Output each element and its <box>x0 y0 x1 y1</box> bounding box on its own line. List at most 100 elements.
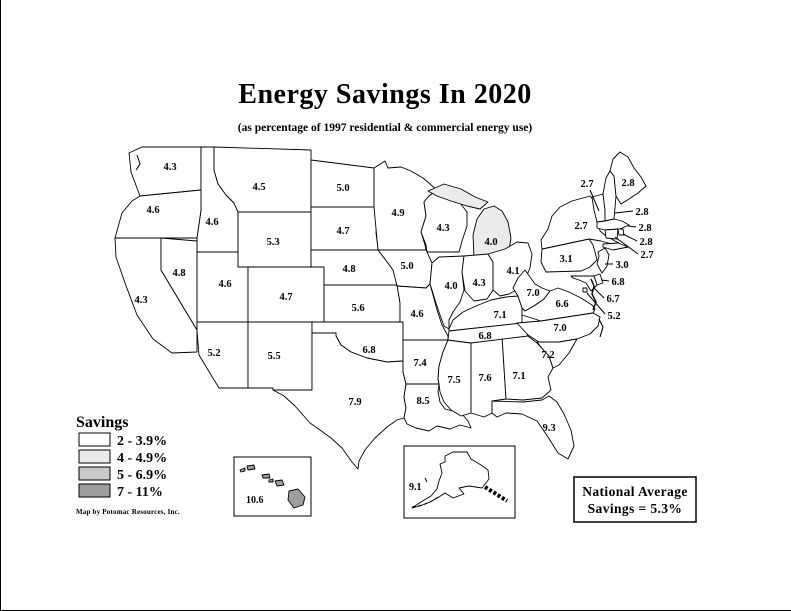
legend-label-5-6.9: 5 - 6.9% <box>117 468 167 483</box>
legend-label-7-11: 7 - 11% <box>117 485 163 500</box>
leader-line-maryland <box>593 287 605 299</box>
callout-label-new-jersey: 3.0 <box>615 260 628 271</box>
legend-title: Savings <box>76 414 128 431</box>
callout-label-massachusetts: 2.8 <box>638 223 651 234</box>
national-average-border <box>573 476 697 523</box>
state-hawaii <box>239 464 306 509</box>
state-label-virginia: 6.6 <box>555 299 568 310</box>
state-label-south-carolina: 7.2 <box>541 350 554 361</box>
state-label-idaho: 4.6 <box>205 217 218 228</box>
state-district-of-columbia <box>582 287 588 293</box>
state-label-arizona: 5.2 <box>207 348 220 359</box>
state-georgia <box>501 332 554 401</box>
legend-label-2-3.9: 2 - 3.9% <box>117 434 167 449</box>
state-label-alabama: 7.6 <box>478 373 491 384</box>
hawaii-island-oahu <box>246 464 256 471</box>
callout-label-maryland: 6.7 <box>606 294 619 305</box>
states-layer <box>114 146 647 470</box>
legend-swatch-5-6.9 <box>78 466 111 481</box>
hawaii-island-lanai <box>268 478 274 483</box>
callout-label-connecticut: 2.7 <box>640 250 653 261</box>
alaska-inset: 9.1 <box>403 445 516 519</box>
hawaii-island-maui <box>274 479 285 487</box>
michigan-upper-peninsula <box>427 183 489 210</box>
state-label-georgia: 7.1 <box>512 371 525 382</box>
alaska-inset-box <box>403 445 516 519</box>
hawaii-island-big-island <box>287 488 306 509</box>
state-massachusetts <box>596 218 630 231</box>
credit-line: Map by Potomac Resources, Inc. <box>76 508 180 516</box>
state-label-california: 4.3 <box>134 295 147 306</box>
state-texas <box>272 332 407 470</box>
state-label-washington: 4.3 <box>163 162 176 173</box>
state-alaska <box>411 451 490 509</box>
callouts-layer: 2.7 2.8 2.8 2.8 2.7 3.0 6.8 6.7 5.2 <box>580 179 653 322</box>
leader-line-rhode-island <box>622 233 638 242</box>
state-pennsylvania <box>540 238 598 273</box>
callout-label-rhode-island: 2.8 <box>639 237 652 248</box>
leader-line-connecticut <box>614 236 639 255</box>
state-label-nebraska: 4.8 <box>342 264 355 275</box>
state-labels-layer: 4.3 4.6 4.3 4.8 4.6 4.5 5.3 4.6 4.7 5.2 … <box>134 162 634 434</box>
state-label-colorado: 4.7 <box>279 292 292 303</box>
state-michigan <box>427 183 512 260</box>
state-new-jersey <box>596 247 610 274</box>
national-average-box: National Average Savings = 5.3% <box>573 476 697 523</box>
state-label-oklahoma: 6.8 <box>362 345 375 356</box>
leader-line-massachusetts <box>627 225 637 228</box>
state-label-maine: 2.8 <box>621 178 634 189</box>
state-label-michigan: 4.0 <box>484 237 497 248</box>
leader-line-new-hampshire <box>614 210 634 214</box>
state-label-texas: 7.9 <box>348 397 361 408</box>
state-arizona <box>196 321 249 389</box>
page-title: Energy Savings In 2020 <box>238 79 531 110</box>
state-maryland <box>570 275 598 292</box>
state-label-kentucky: 7.1 <box>493 310 506 321</box>
aleutian-islands <box>409 496 439 508</box>
state-label-new-york: 2.7 <box>574 221 587 232</box>
legend: Savings 2 - 3.9% 4 - 4.9% 5 - 6.9% 7 - 1… <box>76 414 180 516</box>
state-label-mississippi: 7.5 <box>447 375 460 386</box>
national-average-line2: Savings = 5.3% <box>588 501 683 516</box>
state-label-missouri: 4.6 <box>410 309 423 320</box>
state-label-west-virginia: 7.0 <box>526 288 539 299</box>
page-subtitle: (as percentage of 1997 residential & com… <box>238 122 533 134</box>
state-label-tennessee: 6.8 <box>478 331 491 342</box>
state-tennessee <box>447 322 529 344</box>
alaska-panhandle <box>483 485 509 503</box>
state-label-hawaii: 10.6 <box>246 495 264 506</box>
state-label-louisiana: 8.5 <box>416 396 429 407</box>
state-florida <box>491 395 575 460</box>
legend-swatch-2-3.9 <box>78 432 111 447</box>
leader-line-district-of-columbia <box>586 292 606 315</box>
chesapeake-bay-detail <box>590 278 597 311</box>
callout-label-district-of-columbia: 5.2 <box>607 311 620 322</box>
leader-line-vermont <box>589 189 600 212</box>
state-south-carolina <box>536 338 578 369</box>
alaska-island-tick <box>424 477 428 483</box>
state-label-wisconsin: 4.3 <box>436 223 449 234</box>
state-label-utah: 4.6 <box>218 279 231 290</box>
hawaii-inset: 10.6 <box>233 456 312 517</box>
state-label-north-carolina: 7.0 <box>553 323 566 334</box>
state-label-wyoming: 5.3 <box>266 237 279 248</box>
outer-banks-detail <box>598 318 604 338</box>
state-label-arkansas: 7.4 <box>413 358 427 369</box>
state-louisiana <box>403 383 472 432</box>
legend-swatch-4-4.9 <box>78 449 111 464</box>
legend-swatch-7-11 <box>78 483 111 498</box>
state-label-pennsylvania: 3.1 <box>559 254 572 265</box>
legend-label-4-4.9: 4 - 4.9% <box>117 451 167 466</box>
state-label-new-mexico: 5.5 <box>267 351 280 362</box>
state-label-north-dakota: 5.0 <box>336 183 349 194</box>
state-label-kansas: 5.6 <box>351 303 364 314</box>
state-label-south-dakota: 4.7 <box>336 226 349 237</box>
state-label-iowa: 5.0 <box>400 261 413 272</box>
state-maine <box>609 151 647 205</box>
callout-label-new-hampshire: 2.8 <box>635 207 648 218</box>
callout-label-vermont: 2.7 <box>580 179 593 190</box>
state-north-carolina <box>516 312 601 343</box>
puget-sound-detail <box>135 154 141 171</box>
